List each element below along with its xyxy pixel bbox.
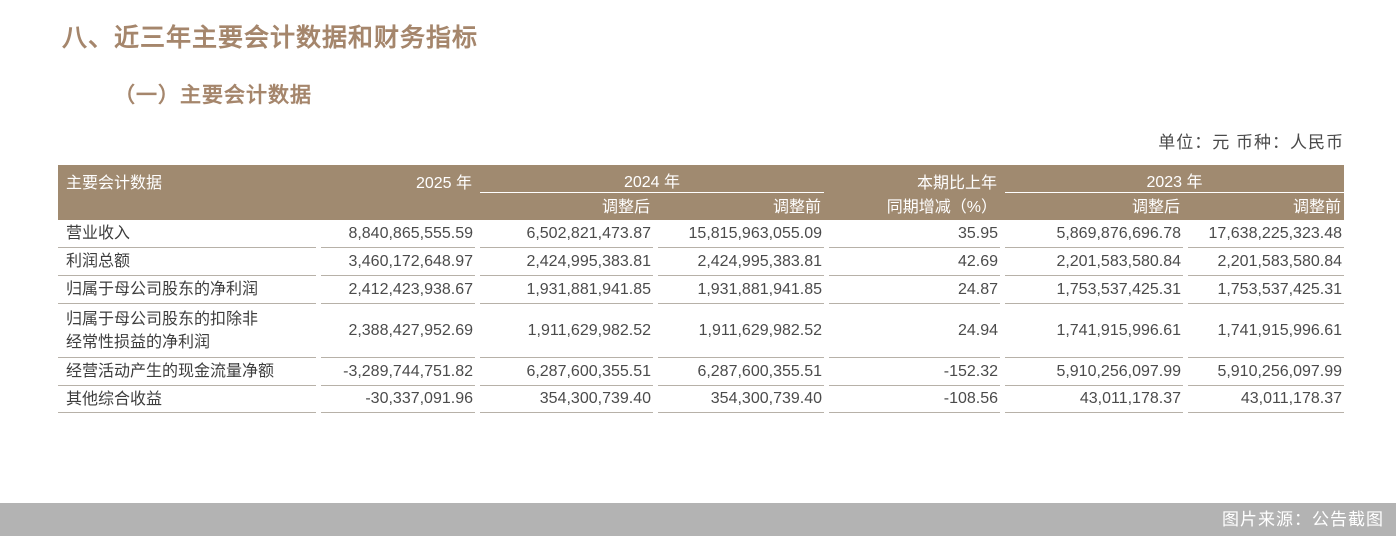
section-subtitle: （一）主要会计数据: [114, 84, 312, 107]
value-2024-after: 1,931,881,941.85: [480, 276, 653, 304]
value-2025: 2,412,423,938.67: [321, 276, 475, 304]
header-year-2024: 2024 年: [480, 168, 824, 193]
row-label: 利润总额: [58, 248, 316, 276]
value-2024-before: 15,815,963,055.09: [658, 220, 824, 248]
header-change-line1: 本期比上年: [916, 174, 997, 192]
header-2024-adjusted-before: 调整前: [772, 199, 821, 216]
value-2025: 2,388,427,952.69: [321, 304, 475, 358]
value-change-pct: 24.87: [829, 276, 1000, 304]
header-year-2023: 2023 年: [1005, 168, 1344, 193]
image-source-note: 图片来源：公告截图: [1222, 510, 1384, 529]
table-row: 其他综合收益 -30,337,091.96 354,300,739.40 354…: [58, 386, 1344, 413]
value-2025: -3,289,744,751.82: [321, 358, 475, 386]
value-2023-before: 2,201,583,580.84: [1188, 248, 1344, 276]
value-change-pct: -108.56: [829, 386, 1000, 413]
value-change-pct: 35.95: [829, 220, 1000, 248]
value-2024-before: 1,931,881,941.85: [658, 276, 824, 304]
value-2024-before: 1,911,629,982.52: [658, 304, 824, 358]
page-title: 八、近三年主要会计数据和财务指标: [62, 24, 479, 52]
value-2023-after: 1,753,537,425.31: [1005, 276, 1183, 304]
value-2024-after: 354,300,739.40: [480, 386, 653, 413]
value-2023-after: 1,741,915,996.61: [1005, 304, 1183, 358]
header-year-2025: 2025 年: [415, 174, 472, 192]
header-2023-adjusted-after: 调整后: [1131, 199, 1180, 216]
value-2023-after: 5,869,876,696.78: [1005, 220, 1183, 248]
value-2024-after: 1,911,629,982.52: [480, 304, 653, 358]
value-2024-before: 354,300,739.40: [658, 386, 824, 413]
value-2025: -30,337,091.96: [321, 386, 475, 413]
value-2023-before: 1,741,915,996.61: [1188, 304, 1344, 358]
value-2023-before: 1,753,537,425.31: [1188, 276, 1344, 304]
row-label: 归属于母公司股东的扣除非 经常性损益的净利润: [58, 304, 316, 358]
accounting-data-table: 主要会计数据 2025 年 2024 年 本期比上年 2023 年 调整后 调整…: [58, 165, 1344, 413]
unit-currency-note: 单位：元 币种：人民币: [1158, 133, 1344, 152]
header-change-line2: 同期增减（%）: [886, 199, 997, 216]
value-2024-before: 6,287,600,355.51: [658, 358, 824, 386]
value-2023-after: 43,011,178.37: [1005, 386, 1183, 413]
table-row: 营业收入 8,840,865,555.59 6,502,821,473.87 1…: [58, 220, 1344, 248]
row-label: 营业收入: [58, 220, 316, 248]
value-2025: 3,460,172,648.97: [321, 248, 475, 276]
row-label: 经营活动产生的现金流量净额: [58, 358, 316, 386]
value-change-pct: 24.94: [829, 304, 1000, 358]
value-2024-after: 6,502,821,473.87: [480, 220, 653, 248]
value-change-pct: -152.32: [829, 358, 1000, 386]
value-2023-before: 43,011,178.37: [1188, 386, 1344, 413]
row-label: 其他综合收益: [58, 386, 316, 413]
value-2023-before: 17,638,225,323.48: [1188, 220, 1344, 248]
value-change-pct: 42.69: [829, 248, 1000, 276]
value-2024-before: 2,424,995,383.81: [658, 248, 824, 276]
value-2023-after: 5,910,256,097.99: [1005, 358, 1183, 386]
value-2023-before: 5,910,256,097.99: [1188, 358, 1344, 386]
row-label: 归属于母公司股东的净利润: [58, 276, 316, 304]
value-2025: 8,840,865,555.59: [321, 220, 475, 248]
header-2023-adjusted-before: 调整前: [1292, 199, 1341, 216]
value-2024-after: 2,424,995,383.81: [480, 248, 653, 276]
header-main-label: 主要会计数据: [66, 174, 163, 192]
table-row: 归属于母公司股东的扣除非 经常性损益的净利润 2,388,427,952.69 …: [58, 304, 1344, 358]
table-row: 经营活动产生的现金流量净额 -3,289,744,751.82 6,287,60…: [58, 358, 1344, 386]
header-2024-adjusted-after: 调整后: [601, 199, 650, 216]
table-row: 利润总额 3,460,172,648.97 2,424,995,383.81 2…: [58, 248, 1344, 276]
image-source-bar: 图片来源：公告截图: [0, 503, 1396, 536]
table-row: 归属于母公司股东的净利润 2,412,423,938.67 1,931,881,…: [58, 276, 1344, 304]
table-header: 主要会计数据 2025 年 2024 年 本期比上年 2023 年 调整后 调整…: [58, 165, 1344, 220]
value-2024-after: 6,287,600,355.51: [480, 358, 653, 386]
value-2023-after: 2,201,583,580.84: [1005, 248, 1183, 276]
